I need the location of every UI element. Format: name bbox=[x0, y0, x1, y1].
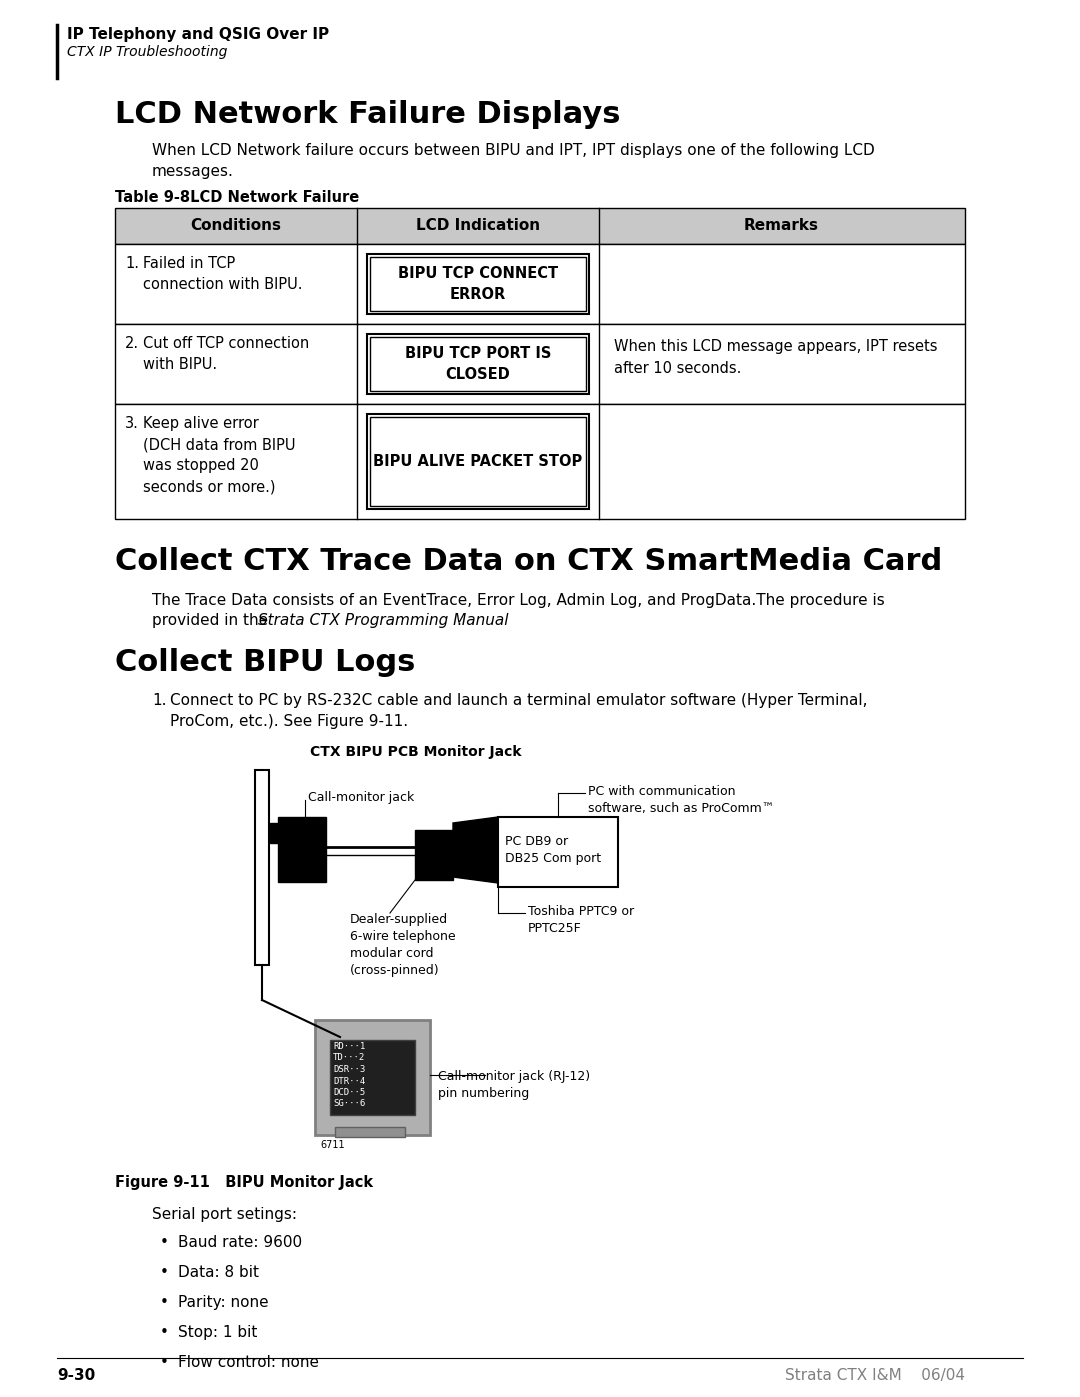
Text: BIPU ALIVE PACKET STOP: BIPU ALIVE PACKET STOP bbox=[374, 454, 582, 468]
Text: 2.: 2. bbox=[125, 337, 139, 351]
Text: Serial port setings:: Serial port setings: bbox=[152, 1207, 297, 1222]
Text: Failed in TCP
connection with BIPU.: Failed in TCP connection with BIPU. bbox=[143, 256, 302, 292]
Text: PC DB9 or
DB25 Com port: PC DB9 or DB25 Com port bbox=[505, 835, 602, 865]
Bar bbox=[367, 334, 589, 394]
Text: Remarks: Remarks bbox=[743, 218, 819, 233]
Text: 3.: 3. bbox=[125, 416, 139, 432]
Text: Connect to PC by RS-232C cable and launch a terminal emulator software (Hyper Te: Connect to PC by RS-232C cable and launc… bbox=[170, 693, 867, 729]
Text: BIPU TCP CONNECT
ERROR: BIPU TCP CONNECT ERROR bbox=[397, 265, 558, 302]
Text: •: • bbox=[160, 1355, 168, 1370]
Text: •: • bbox=[160, 1235, 168, 1250]
Text: Parity: none: Parity: none bbox=[178, 1295, 269, 1310]
Bar bbox=[278, 817, 326, 882]
Text: DTR··4: DTR··4 bbox=[333, 1077, 365, 1085]
Text: provided in the: provided in the bbox=[152, 613, 273, 629]
Bar bbox=[330, 1039, 415, 1115]
Bar bbox=[114, 208, 966, 244]
Text: The Trace Data consists of an EventTrace, Error Log, Admin Log, and ProgData.The: The Trace Data consists of an EventTrace… bbox=[152, 592, 885, 608]
Text: Conditions: Conditions bbox=[190, 218, 282, 233]
Text: CTX IP Troubleshooting: CTX IP Troubleshooting bbox=[67, 45, 228, 59]
Text: SG···6: SG···6 bbox=[333, 1099, 365, 1108]
Text: IP Telephony and QSIG Over IP: IP Telephony and QSIG Over IP bbox=[67, 27, 329, 42]
Text: 1.: 1. bbox=[152, 693, 166, 708]
Bar bbox=[370, 337, 586, 391]
Text: RD···1: RD···1 bbox=[333, 1042, 365, 1051]
Bar bbox=[114, 324, 966, 404]
Text: 6711: 6711 bbox=[320, 1140, 345, 1150]
Bar bbox=[367, 254, 589, 314]
Text: Strata CTX Programming Manual: Strata CTX Programming Manual bbox=[258, 613, 509, 629]
Text: Dealer-supplied
6-wire telephone
modular cord
(cross-pinned): Dealer-supplied 6-wire telephone modular… bbox=[350, 914, 456, 977]
Text: BIPU TCP PORT IS
CLOSED: BIPU TCP PORT IS CLOSED bbox=[405, 346, 551, 381]
Text: Toshiba PPTC9 or
PPTC25F: Toshiba PPTC9 or PPTC25F bbox=[528, 905, 634, 935]
Text: Call-monitor jack (RJ-12)
pin numbering: Call-monitor jack (RJ-12) pin numbering bbox=[438, 1070, 590, 1099]
Bar bbox=[415, 830, 453, 880]
Text: Strata CTX I&M    06/04: Strata CTX I&M 06/04 bbox=[785, 1368, 966, 1383]
Text: 9-30: 9-30 bbox=[57, 1368, 95, 1383]
Text: Baud rate: 9600: Baud rate: 9600 bbox=[178, 1235, 302, 1250]
Text: Data: 8 bit: Data: 8 bit bbox=[178, 1266, 259, 1280]
Text: LCD Indication: LCD Indication bbox=[416, 218, 540, 233]
Text: Figure 9-11   BIPU Monitor Jack: Figure 9-11 BIPU Monitor Jack bbox=[114, 1175, 373, 1190]
Bar bbox=[335, 1127, 405, 1137]
Bar bbox=[498, 817, 618, 887]
Bar bbox=[270, 823, 280, 842]
Bar bbox=[370, 257, 586, 312]
Text: •: • bbox=[160, 1324, 168, 1340]
Text: DCD··5: DCD··5 bbox=[333, 1088, 365, 1097]
Text: 1.: 1. bbox=[125, 256, 139, 271]
Text: •: • bbox=[160, 1266, 168, 1280]
Bar bbox=[114, 404, 966, 520]
Text: •: • bbox=[160, 1295, 168, 1310]
Text: Keep alive error
(DCH data from BIPU
was stopped 20
seconds or more.): Keep alive error (DCH data from BIPU was… bbox=[143, 416, 296, 495]
Polygon shape bbox=[453, 817, 498, 883]
Bar bbox=[315, 1020, 430, 1134]
Text: Table 9-8LCD Network Failure: Table 9-8LCD Network Failure bbox=[114, 190, 360, 205]
Text: Collect BIPU Logs: Collect BIPU Logs bbox=[114, 648, 416, 678]
Text: CTX BIPU PCB Monitor Jack: CTX BIPU PCB Monitor Jack bbox=[310, 745, 522, 759]
Text: Collect CTX Trace Data on CTX SmartMedia Card: Collect CTX Trace Data on CTX SmartMedia… bbox=[114, 548, 942, 576]
Text: Flow control: none: Flow control: none bbox=[178, 1355, 319, 1370]
Text: Stop: 1 bit: Stop: 1 bit bbox=[178, 1324, 257, 1340]
Bar bbox=[367, 414, 589, 509]
Text: LCD Network Failure Displays: LCD Network Failure Displays bbox=[114, 101, 621, 129]
Bar bbox=[370, 416, 586, 506]
Text: .: . bbox=[456, 613, 461, 629]
Text: When LCD Network failure occurs between BIPU and IPT, IPT displays one of the fo: When LCD Network failure occurs between … bbox=[152, 142, 875, 179]
Text: TD···2: TD···2 bbox=[333, 1053, 365, 1063]
Text: Cut off TCP connection
with BIPU.: Cut off TCP connection with BIPU. bbox=[143, 337, 309, 372]
Text: When this LCD message appears, IPT resets
after 10 seconds.: When this LCD message appears, IPT reset… bbox=[615, 339, 937, 376]
Bar bbox=[114, 244, 966, 324]
Text: DSR··3: DSR··3 bbox=[333, 1065, 365, 1074]
Text: Call-monitor jack: Call-monitor jack bbox=[308, 791, 415, 805]
Text: PC with communication
software, such as ProComm™: PC with communication software, such as … bbox=[588, 785, 774, 814]
Bar bbox=[255, 770, 269, 965]
